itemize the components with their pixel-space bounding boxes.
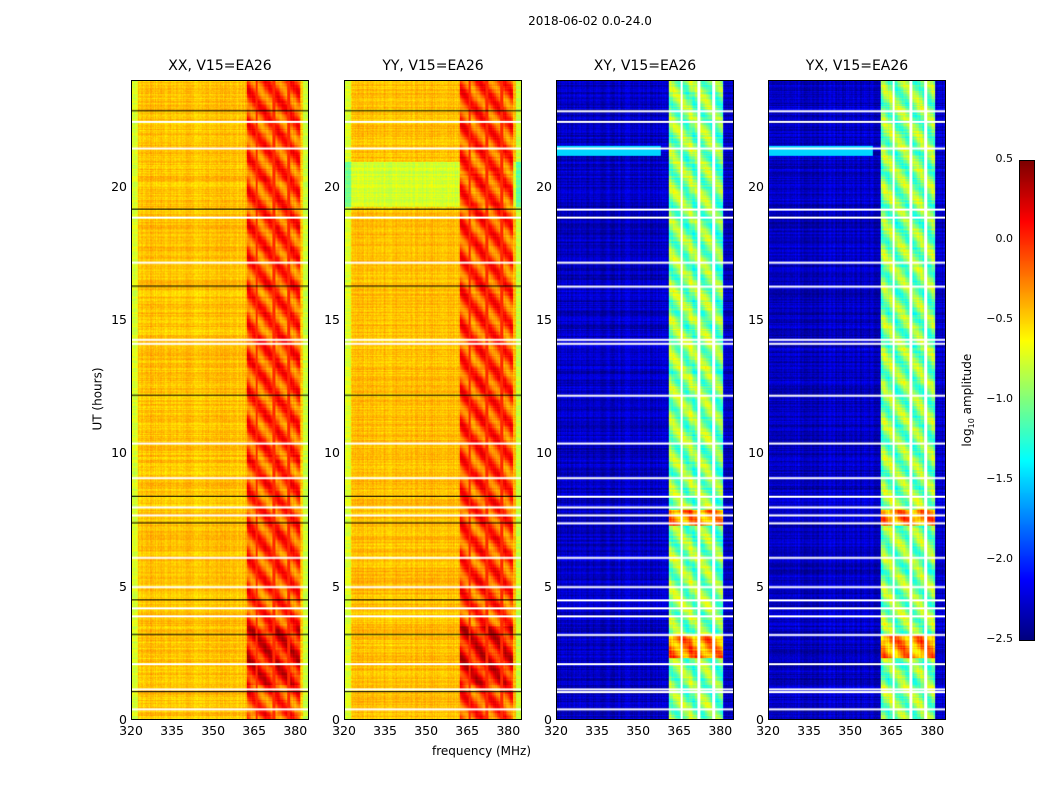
y-tick-label: 0 (756, 712, 764, 727)
x-tick-label: 380 (496, 723, 521, 738)
y-tick-label: 15 (324, 312, 340, 327)
y-axis-label: UT (hours) (90, 367, 105, 431)
x-tick-label: 350 (201, 723, 226, 738)
panel-title: YY, V15=EA26 (382, 58, 484, 74)
figure-title: 2018-06-02 0.0-24.0 (528, 14, 652, 28)
x-tick-label: 335 (585, 723, 609, 738)
colorbar (1019, 160, 1035, 641)
colorbar-label-main: log (959, 428, 974, 447)
x-tick-label: 335 (160, 723, 184, 738)
y-tick-label: 10 (748, 445, 764, 461)
y-tick-label: 10 (111, 445, 127, 461)
panel-title: XY, V15=EA26 (593, 58, 697, 74)
y-tick-label: 5 (756, 578, 764, 594)
x-tick-label: 380 (283, 723, 308, 738)
panel-title: XX, V15=EA26 (168, 58, 272, 74)
colorbar-tick-label: −1.5 (986, 472, 1013, 485)
x-tick-label: 320 (756, 723, 780, 738)
y-tick-label: 15 (748, 312, 764, 327)
x-tick-label: 335 (797, 723, 821, 738)
x-tick-label: 335 (373, 723, 397, 738)
heatmap-xy (556, 80, 734, 720)
y-tick-label: 10 (536, 445, 552, 461)
panel-title: YX, V15=EA26 (805, 58, 909, 74)
y-tick-label: 0 (332, 712, 340, 727)
colorbar-label-sub: 10 (967, 418, 977, 429)
x-tick-label: 320 (544, 723, 568, 738)
colorbar-tick-label: −0.5 (986, 312, 1013, 325)
x-tick-label: 380 (920, 723, 945, 738)
x-tick-label: 380 (708, 723, 733, 738)
x-tick-label: 365 (455, 723, 480, 738)
heatmap-yx (768, 80, 946, 720)
y-tick-label: 20 (111, 178, 127, 194)
x-tick-label: 350 (838, 723, 863, 738)
x-axis-label: frequency (MHz) (432, 744, 532, 758)
y-tick-label: 10 (324, 445, 340, 461)
y-tick-label: 0 (119, 712, 127, 727)
colorbar-label-rest: amplitude (959, 353, 974, 419)
y-tick-label: 5 (332, 578, 340, 594)
heatmap-xx (131, 80, 309, 720)
colorbar-tick-label: 0.5 (995, 152, 1014, 165)
y-tick-label: 20 (536, 178, 552, 194)
x-tick-label: 350 (414, 723, 439, 738)
y-tick-label: 5 (544, 578, 552, 594)
y-tick-label: 15 (536, 312, 552, 327)
y-tick-label: 20 (748, 178, 764, 194)
colorbar-tick-label: −2.0 (986, 552, 1013, 565)
x-tick-label: 365 (879, 723, 904, 738)
heatmap-yy (344, 80, 522, 720)
y-tick-label: 0 (544, 712, 552, 727)
y-tick-label: 15 (111, 312, 127, 327)
colorbar-label: log10 amplitude (960, 350, 976, 450)
colorbar-tick-label: 0.0 (995, 232, 1014, 245)
y-tick-label: 20 (324, 178, 340, 194)
x-tick-label: 365 (242, 723, 267, 738)
x-tick-label: 320 (332, 723, 356, 738)
y-tick-label: 5 (119, 578, 127, 594)
x-tick-label: 320 (119, 723, 143, 738)
colorbar-tick-label: −1.0 (986, 392, 1013, 405)
colorbar-tick-label: −2.5 (986, 632, 1013, 645)
x-tick-label: 365 (667, 723, 692, 738)
x-tick-label: 350 (626, 723, 651, 738)
